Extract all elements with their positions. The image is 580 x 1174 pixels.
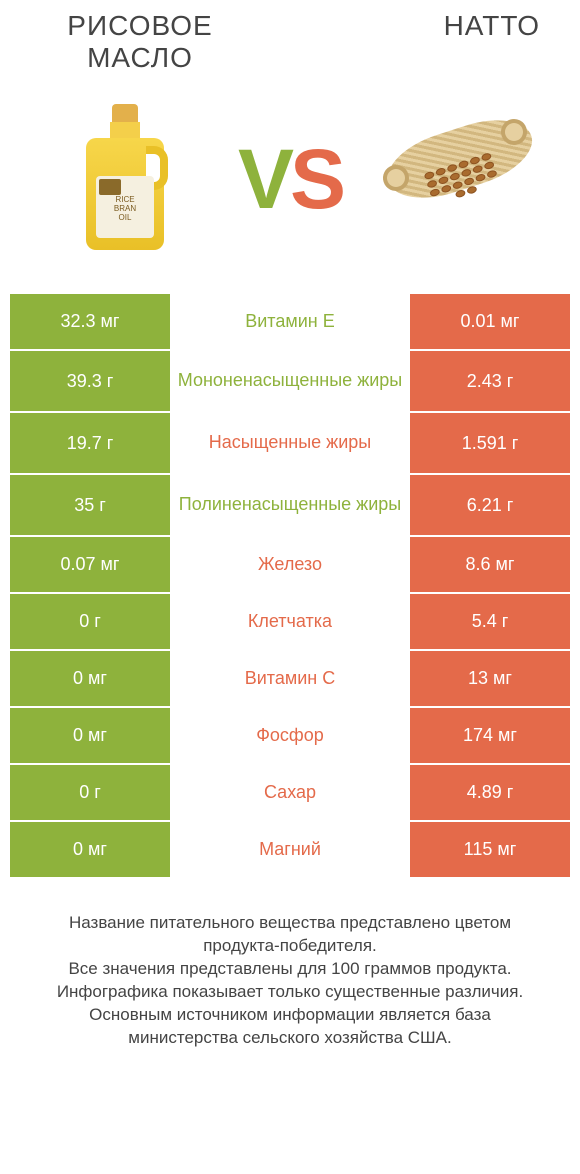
infographic-wrap: РИСОВОЕ МАСЛО НАТТО RICEBRANOIL V S — [10, 0, 570, 1050]
table-row: 0.07 мгЖелезо8.6 мг — [10, 537, 570, 592]
nutrient-name: Клетчатка — [170, 594, 410, 649]
value-left: 0 г — [10, 765, 170, 820]
vs-v: V — [238, 131, 290, 228]
value-left: 0 мг — [10, 651, 170, 706]
vs-label: V S — [238, 131, 342, 228]
value-right: 4.89 г — [410, 765, 570, 820]
table-row: 35 гПолиненасыщенные жиры6.21 г — [10, 475, 570, 535]
titles-row: РИСОВОЕ МАСЛО НАТТО — [10, 10, 570, 74]
value-right: 13 мг — [410, 651, 570, 706]
product-left-image: RICEBRANOIL — [55, 94, 195, 264]
nutrient-name: Сахар — [170, 765, 410, 820]
comparison-table: 32.3 мгВитамин E0.01 мг39.3 гМононенасыщ… — [10, 294, 570, 877]
value-right: 5.4 г — [410, 594, 570, 649]
nutrient-name: Полиненасыщенные жиры — [170, 475, 410, 535]
nutrient-name: Витамин C — [170, 651, 410, 706]
value-right: 6.21 г — [410, 475, 570, 535]
nutrient-name: Железо — [170, 537, 410, 592]
table-row: 0 мгФосфор174 мг — [10, 708, 570, 763]
value-left: 0 г — [10, 594, 170, 649]
value-left: 39.3 г — [10, 351, 170, 411]
footer-note: Название питательного вещества представл… — [10, 912, 570, 1050]
nutrient-name: Магний — [170, 822, 410, 877]
rice-oil-bottle-icon: RICEBRANOIL — [80, 104, 170, 254]
hero-row: RICEBRANOIL V S — [10, 89, 570, 269]
value-right: 2.43 г — [410, 351, 570, 411]
natto-bundle-icon — [385, 119, 525, 239]
value-right: 174 мг — [410, 708, 570, 763]
value-left: 0.07 мг — [10, 537, 170, 592]
table-row: 0 мгМагний115 мг — [10, 822, 570, 877]
value-left: 0 мг — [10, 822, 170, 877]
nutrient-name: Фосфор — [170, 708, 410, 763]
value-left: 32.3 мг — [10, 294, 170, 349]
value-right: 0.01 мг — [410, 294, 570, 349]
product-left-title: РИСОВОЕ МАСЛО — [40, 10, 240, 74]
value-left: 35 г — [10, 475, 170, 535]
value-right: 8.6 мг — [410, 537, 570, 592]
table-row: 32.3 мгВитамин E0.01 мг — [10, 294, 570, 349]
bottle-label-text: RICEBRANOIL — [96, 176, 154, 238]
nutrient-name: Насыщенные жиры — [170, 413, 410, 473]
value-right: 1.591 г — [410, 413, 570, 473]
table-row: 0 гКлетчатка5.4 г — [10, 594, 570, 649]
value-right: 115 мг — [410, 822, 570, 877]
value-left: 0 мг — [10, 708, 170, 763]
table-row: 0 гСахар4.89 г — [10, 765, 570, 820]
table-row: 19.7 гНасыщенные жиры1.591 г — [10, 413, 570, 473]
nutrient-name: Витамин E — [170, 294, 410, 349]
product-right-title: НАТТО — [340, 10, 540, 42]
table-row: 0 мгВитамин C13 мг — [10, 651, 570, 706]
table-row: 39.3 гМононенасыщенные жиры2.43 г — [10, 351, 570, 411]
vs-s: S — [290, 131, 342, 228]
product-right-image — [385, 94, 525, 264]
value-left: 19.7 г — [10, 413, 170, 473]
nutrient-name: Мононенасыщенные жиры — [170, 351, 410, 411]
